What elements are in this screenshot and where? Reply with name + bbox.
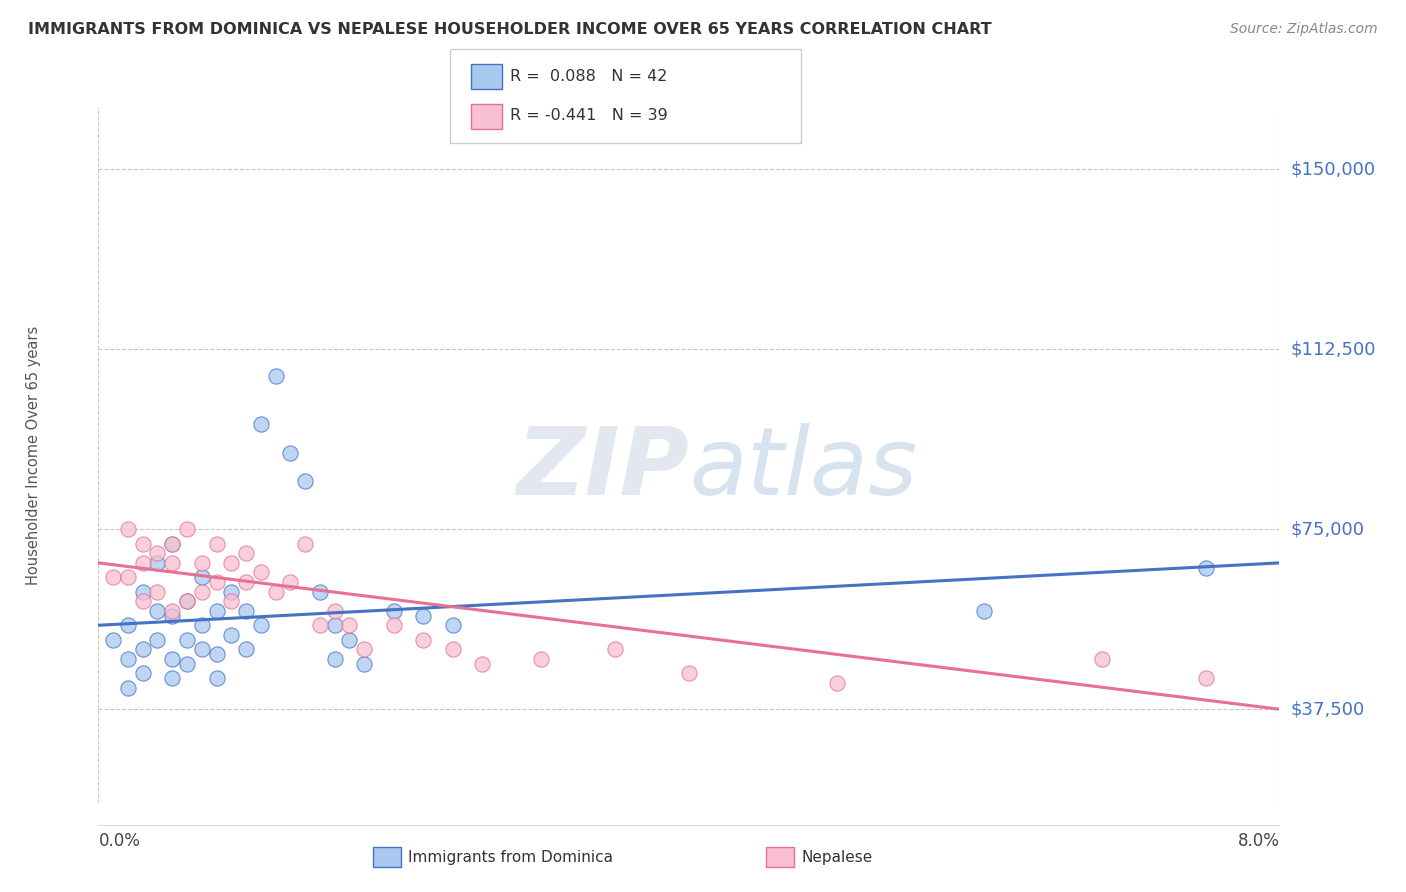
- Point: [117, 652, 139, 666]
- Point: [678, 666, 700, 681]
- Point: [176, 522, 198, 536]
- Point: [205, 647, 228, 661]
- Text: Nepalese: Nepalese: [801, 850, 873, 864]
- Text: $150,000: $150,000: [1291, 161, 1375, 178]
- Point: [278, 445, 301, 459]
- Point: [219, 556, 242, 570]
- Point: [176, 657, 198, 671]
- Point: [162, 608, 183, 623]
- Point: [605, 642, 627, 657]
- Point: [103, 632, 124, 647]
- Point: [235, 575, 257, 590]
- Point: [205, 575, 228, 590]
- Point: [176, 594, 198, 608]
- Point: [191, 556, 214, 570]
- Point: [235, 604, 257, 618]
- Point: [146, 604, 169, 618]
- Point: [132, 537, 155, 551]
- Point: [323, 618, 346, 632]
- Point: [205, 671, 228, 685]
- Text: R = -0.441   N = 39: R = -0.441 N = 39: [510, 109, 668, 123]
- Point: [323, 604, 346, 618]
- Point: [132, 556, 155, 570]
- Point: [191, 618, 214, 632]
- Point: [191, 584, 214, 599]
- Point: [337, 618, 360, 632]
- Point: [205, 537, 228, 551]
- Point: [264, 584, 287, 599]
- Point: [308, 584, 332, 599]
- Text: Immigrants from Dominica: Immigrants from Dominica: [408, 850, 613, 864]
- Point: [146, 546, 169, 560]
- Text: $112,500: $112,500: [1291, 341, 1376, 359]
- Point: [191, 570, 214, 584]
- Point: [146, 556, 169, 570]
- Point: [337, 632, 360, 647]
- Text: 8.0%: 8.0%: [1237, 831, 1279, 849]
- Point: [441, 642, 464, 657]
- Point: [382, 604, 405, 618]
- Point: [162, 556, 183, 570]
- Point: [412, 632, 434, 647]
- Point: [1194, 560, 1216, 574]
- Point: [117, 681, 139, 695]
- Point: [162, 537, 183, 551]
- Point: [250, 618, 273, 632]
- Point: [441, 618, 464, 632]
- Point: [308, 618, 332, 632]
- Point: [412, 608, 434, 623]
- Text: 0.0%: 0.0%: [98, 831, 141, 849]
- Point: [132, 594, 155, 608]
- Point: [117, 570, 139, 584]
- Point: [103, 570, 124, 584]
- Point: [235, 546, 257, 560]
- Point: [132, 584, 155, 599]
- Point: [191, 642, 214, 657]
- Point: [117, 522, 139, 536]
- Text: IMMIGRANTS FROM DOMINICA VS NEPALESE HOUSEHOLDER INCOME OVER 65 YEARS CORRELATIO: IMMIGRANTS FROM DOMINICA VS NEPALESE HOU…: [28, 22, 991, 37]
- Point: [219, 628, 242, 642]
- Point: [205, 604, 228, 618]
- Point: [162, 604, 183, 618]
- Text: $75,000: $75,000: [1291, 520, 1365, 538]
- Point: [353, 657, 375, 671]
- Point: [146, 584, 169, 599]
- Text: ZIP: ZIP: [516, 423, 689, 515]
- Point: [323, 652, 346, 666]
- Point: [176, 594, 198, 608]
- Point: [471, 657, 494, 671]
- Point: [278, 575, 301, 590]
- Point: [117, 618, 139, 632]
- Point: [382, 618, 405, 632]
- Point: [219, 584, 242, 599]
- Point: [294, 537, 316, 551]
- Point: [973, 604, 995, 618]
- Point: [1091, 652, 1114, 666]
- Point: [530, 652, 553, 666]
- Point: [162, 671, 183, 685]
- Point: [250, 417, 273, 431]
- Point: [132, 642, 155, 657]
- Point: [219, 594, 242, 608]
- Text: atlas: atlas: [689, 424, 917, 515]
- Point: [250, 566, 273, 580]
- Text: $37,500: $37,500: [1291, 700, 1365, 718]
- Point: [162, 537, 183, 551]
- Text: Householder Income Over 65 years: Householder Income Over 65 years: [25, 326, 41, 584]
- Point: [146, 632, 169, 647]
- Point: [176, 632, 198, 647]
- Point: [235, 642, 257, 657]
- Point: [353, 642, 375, 657]
- Text: Source: ZipAtlas.com: Source: ZipAtlas.com: [1230, 22, 1378, 37]
- Point: [132, 666, 155, 681]
- Point: [162, 652, 183, 666]
- Point: [294, 475, 316, 489]
- Point: [264, 368, 287, 383]
- Text: R =  0.088   N = 42: R = 0.088 N = 42: [510, 70, 668, 84]
- Point: [825, 676, 848, 690]
- Point: [1194, 671, 1216, 685]
